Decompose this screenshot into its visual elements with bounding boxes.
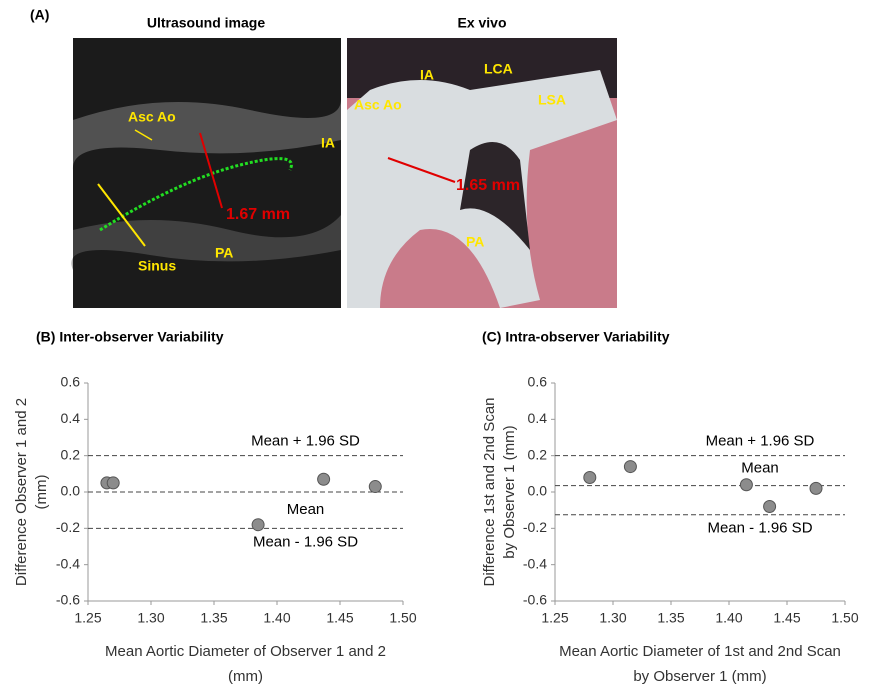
x-tick-label: 1.40: [715, 610, 742, 626]
y-axis-label: Difference 1st and 2nd Scan: [481, 397, 498, 586]
annotation: Asc Ao: [354, 97, 402, 113]
x-tick-label: 1.30: [137, 610, 164, 626]
figure: (A) Ultrasound image Ex vivo Asc Ao IA 1…: [0, 0, 873, 690]
annotation: Asc Ao: [128, 109, 176, 125]
image-title: Ex vivo: [457, 15, 506, 31]
annotation: Sinus: [138, 258, 176, 274]
y-tick-label: -0.4: [56, 555, 80, 571]
y-tick-label: -0.6: [56, 592, 80, 608]
ultrasound-image: [71, 38, 341, 308]
image-title: Ultrasound image: [147, 15, 265, 31]
point: [252, 519, 264, 531]
reference-label: Mean - 1.96 SD: [253, 533, 358, 550]
y-axis-label: by Observer 1 (mm): [501, 425, 518, 558]
x-tick-label: 1.35: [657, 610, 684, 626]
point: [740, 479, 752, 491]
point: [107, 477, 119, 489]
annotation: LCA: [484, 61, 513, 77]
y-tick-label: 0.4: [61, 410, 81, 426]
y-tick-label: 0.6: [61, 374, 81, 390]
x-tick-label: 1.50: [389, 610, 416, 626]
measurement: 1.67 mm: [226, 206, 290, 223]
annotation: IA: [420, 67, 434, 83]
x-tick-label: 1.25: [541, 610, 568, 626]
reference-label: Mean + 1.96 SD: [251, 433, 360, 450]
annotation: IA: [321, 135, 335, 151]
x-tick-label: 1.45: [326, 610, 353, 626]
annotation: PA: [466, 234, 484, 250]
point: [810, 482, 822, 494]
chart-title: (B) Inter-observer Variability: [36, 329, 224, 345]
y-tick-label: -0.4: [523, 555, 547, 571]
y-tick-label: 0.6: [528, 374, 548, 390]
y-axis-label: Difference Observer 1 and 2: [13, 398, 30, 586]
y-tick-label: 0.2: [528, 446, 548, 462]
x-tick-label: 1.35: [200, 610, 227, 626]
measurement: 1.65 mm: [456, 177, 520, 194]
x-tick-label: 1.40: [263, 610, 290, 626]
y-axis-label: (mm): [33, 475, 50, 510]
x-tick-label: 1.30: [599, 610, 626, 626]
chart-title: (C) Intra-observer Variability: [482, 329, 670, 345]
y-tick-label: 0.0: [61, 483, 81, 499]
y-tick-label: 0.2: [61, 446, 81, 462]
x-tick-label: 1.25: [74, 610, 101, 626]
point: [624, 461, 636, 473]
point: [764, 501, 776, 513]
y-tick-label: -0.2: [56, 519, 80, 535]
x-axis-label: (mm): [228, 668, 263, 685]
y-tick-label: 0.0: [528, 483, 548, 499]
x-axis-label: by Observer 1 (mm): [633, 668, 766, 685]
reference-label: Mean: [287, 501, 325, 518]
x-tick-label: 1.50: [831, 610, 858, 626]
annotation: LSA: [538, 92, 566, 108]
x-axis-label: Mean Aortic Diameter of Observer 1 and 2: [105, 643, 386, 660]
y-tick-label: -0.6: [523, 592, 547, 608]
x-axis-label: Mean Aortic Diameter of 1st and 2nd Scan: [559, 643, 841, 660]
y-tick-label: 0.4: [528, 410, 548, 426]
panel-label: (A): [30, 7, 49, 23]
annotation: PA: [215, 245, 233, 261]
point: [369, 481, 381, 493]
point: [318, 473, 330, 485]
ex-vivo-image: [347, 38, 617, 308]
reference-label: Mean - 1.96 SD: [707, 520, 812, 537]
y-tick-label: -0.2: [523, 519, 547, 535]
reference-label: Mean: [741, 460, 779, 477]
x-tick-label: 1.45: [773, 610, 800, 626]
point: [584, 471, 596, 483]
reference-label: Mean + 1.96 SD: [706, 433, 815, 450]
